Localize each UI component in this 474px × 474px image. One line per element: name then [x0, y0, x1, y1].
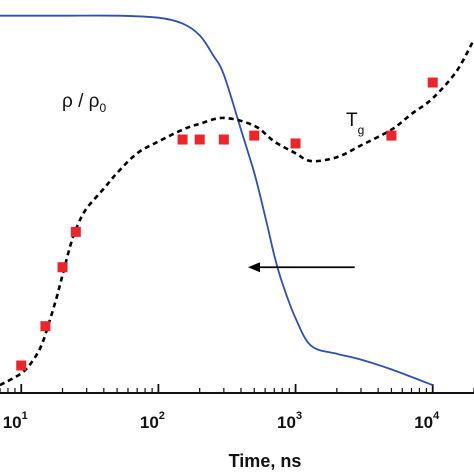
x-tick-label-base: 10 [140, 413, 159, 432]
tg-data-point [177, 134, 188, 145]
x-tick-label: 102 [140, 410, 165, 432]
tg-data-point [386, 130, 397, 141]
tg-data-point [57, 262, 68, 273]
tg-data-point [70, 226, 81, 237]
x-tick-label-exp: 2 [159, 410, 165, 422]
tg-data-point [427, 77, 438, 88]
rho-sub: 0 [99, 101, 106, 115]
arrow-head [247, 262, 260, 273]
x-tick-label-base: 10 [277, 413, 296, 432]
rho-main: ρ / ρ [62, 91, 100, 112]
x-tick-labels: 101 102 103 104 [3, 410, 440, 432]
x-tick-label: 104 [414, 410, 440, 432]
tg-markers [16, 77, 438, 371]
tg-data-point [40, 321, 51, 332]
plot-area: 101 102 103 104 ρ / ρ0 Tg Time, ns [0, 14, 474, 471]
tg-data-point [218, 134, 229, 145]
x-tick-label: 101 [3, 410, 28, 432]
tg-data-point [194, 134, 205, 145]
tg-annotation: Tg [346, 110, 364, 137]
rho-annotation: ρ / ρ0 [62, 91, 106, 115]
x-axis-title: Time, ns [229, 451, 302, 471]
x-ticks [0, 384, 474, 393]
x-tick-label-exp: 3 [296, 410, 302, 422]
tg-data-point [249, 130, 260, 141]
tg-data-point [16, 360, 27, 371]
tg-data-point [290, 138, 301, 149]
tg-main: T [346, 110, 358, 131]
x-tick-label: 103 [277, 410, 302, 432]
x-tick-label-base: 10 [414, 413, 433, 432]
x-tick-label-base: 10 [3, 413, 22, 432]
tg-sub: g [358, 123, 365, 137]
direction-arrow [247, 262, 355, 273]
tg-series-line [0, 38, 474, 387]
density-series-line [0, 14, 434, 386]
x-tick-label-exp: 4 [433, 410, 440, 422]
x-tick-label-exp: 1 [22, 410, 28, 422]
